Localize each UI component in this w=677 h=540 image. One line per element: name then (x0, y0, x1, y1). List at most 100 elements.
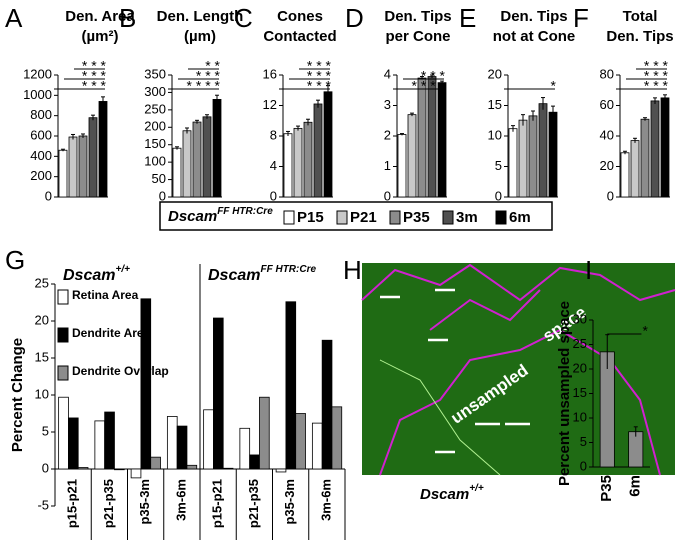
y-tick-label: 16 (263, 66, 277, 81)
bar (407, 114, 417, 198)
image-panel: unsampled space H Dscam+/+ (343, 255, 676, 503)
x-tick-label: p15-p21 (210, 479, 225, 528)
bar (660, 97, 670, 198)
y-tick-label: 1000 (23, 87, 52, 102)
bar (437, 82, 447, 198)
y-tick-label: 10 (573, 409, 587, 424)
panel-label: B (119, 3, 136, 33)
y-tick-label: 0 (495, 188, 502, 203)
panel-label: I (585, 255, 592, 285)
bar (518, 119, 528, 198)
outline (429, 289, 541, 331)
bar (94, 420, 106, 470)
x-tick-label: p21-p35 (101, 479, 116, 528)
y-tick-label: 4 (270, 158, 277, 173)
bar (68, 136, 78, 198)
x-tick-label: 3m-6m (173, 479, 188, 521)
y-tick-label: 1200 (23, 66, 52, 81)
significance-label: * * * (307, 68, 332, 84)
bar (182, 130, 192, 198)
bar (140, 298, 152, 470)
bar (599, 351, 615, 468)
group-name: Dscam (208, 267, 260, 284)
outline (379, 359, 501, 476)
outline (379, 328, 661, 476)
y-tick-label: 25 (35, 275, 49, 290)
bar (130, 468, 142, 479)
x-tick-label: 3m-6m (318, 479, 333, 521)
group-name: Dscam (63, 267, 115, 284)
legend-label: Retina Area (72, 288, 139, 302)
caption-name: Dscam (420, 486, 469, 503)
y-tick-label: 40 (600, 127, 614, 142)
group-sup: FF HTR:Cre (260, 264, 316, 275)
y-tick-label: 250 (144, 101, 166, 116)
significance-label: * * * (644, 78, 669, 94)
y-tick-label: 60 (600, 97, 614, 112)
y-tick-label: 50 (152, 171, 166, 186)
chart-title: Den. Length (157, 8, 244, 25)
y-tick-label: 30 (573, 311, 587, 326)
chart-title: not at Cone (493, 28, 576, 45)
panel-label: D (345, 3, 364, 33)
chart-title: Den. Tips (384, 8, 451, 25)
significance-label: * * * (644, 68, 669, 84)
y-tick-label: 12 (263, 97, 277, 112)
y-tick-label: 0 (42, 460, 49, 475)
y-tick-label: 5 (42, 423, 49, 438)
legend-name: Dscam (168, 208, 217, 225)
bar (88, 117, 98, 198)
significance-label: * * (205, 58, 220, 74)
bar (77, 467, 89, 470)
bar (650, 100, 660, 198)
bar (293, 127, 303, 198)
bar (508, 128, 518, 198)
bar (303, 121, 313, 198)
bar (176, 425, 188, 470)
bar (323, 91, 333, 198)
y-tick-label: 25 (573, 336, 587, 351)
bar (640, 118, 650, 198)
y-axis-title: Percent unsampled space (556, 301, 573, 486)
chart-title: Contacted (263, 28, 336, 45)
y-tick-label: 80 (600, 66, 614, 81)
x-tick-label: p15-p21 (65, 479, 80, 528)
legend-label: P21 (350, 209, 377, 226)
bar (104, 411, 115, 470)
bar (283, 133, 293, 198)
bar (222, 467, 234, 470)
bar (213, 317, 224, 470)
legend-sup: FF HTR:Cre (217, 206, 273, 217)
y-tick-label: 5 (580, 434, 587, 449)
group-label: Dscam+/+ (63, 264, 130, 285)
bar (249, 454, 260, 470)
y-tick-label: 2 (384, 127, 391, 142)
bar (427, 76, 437, 198)
bar (68, 417, 79, 470)
chart-title: Cones (277, 8, 323, 25)
bar (417, 77, 427, 198)
arrows (380, 288, 530, 454)
legend-label: Dendrite Area (72, 326, 151, 340)
bar (259, 396, 270, 470)
x-tick-label: 6m (627, 475, 644, 497)
y-tick-label: -5 (37, 497, 49, 512)
bar (630, 140, 640, 198)
bar (538, 103, 548, 198)
y-tick-label: 20 (600, 158, 614, 173)
x-tick-label: p21-p35 (246, 479, 261, 528)
significance-label: * * * (196, 68, 221, 84)
bar (295, 413, 306, 470)
outline (361, 263, 676, 302)
y-tick-label: 100 (144, 154, 166, 169)
bar (212, 99, 222, 198)
y-tick-label: 0 (580, 458, 587, 473)
significance-label: * (643, 323, 649, 339)
y-tick-label: 300 (144, 84, 166, 99)
significance-label: * * * (82, 58, 107, 74)
bar (58, 396, 69, 470)
chart-title: (µm²) (82, 28, 119, 45)
chart-title: Den. Tips (500, 8, 567, 25)
significance-label: * * * (421, 68, 446, 84)
y-tick-label: 0 (270, 188, 277, 203)
